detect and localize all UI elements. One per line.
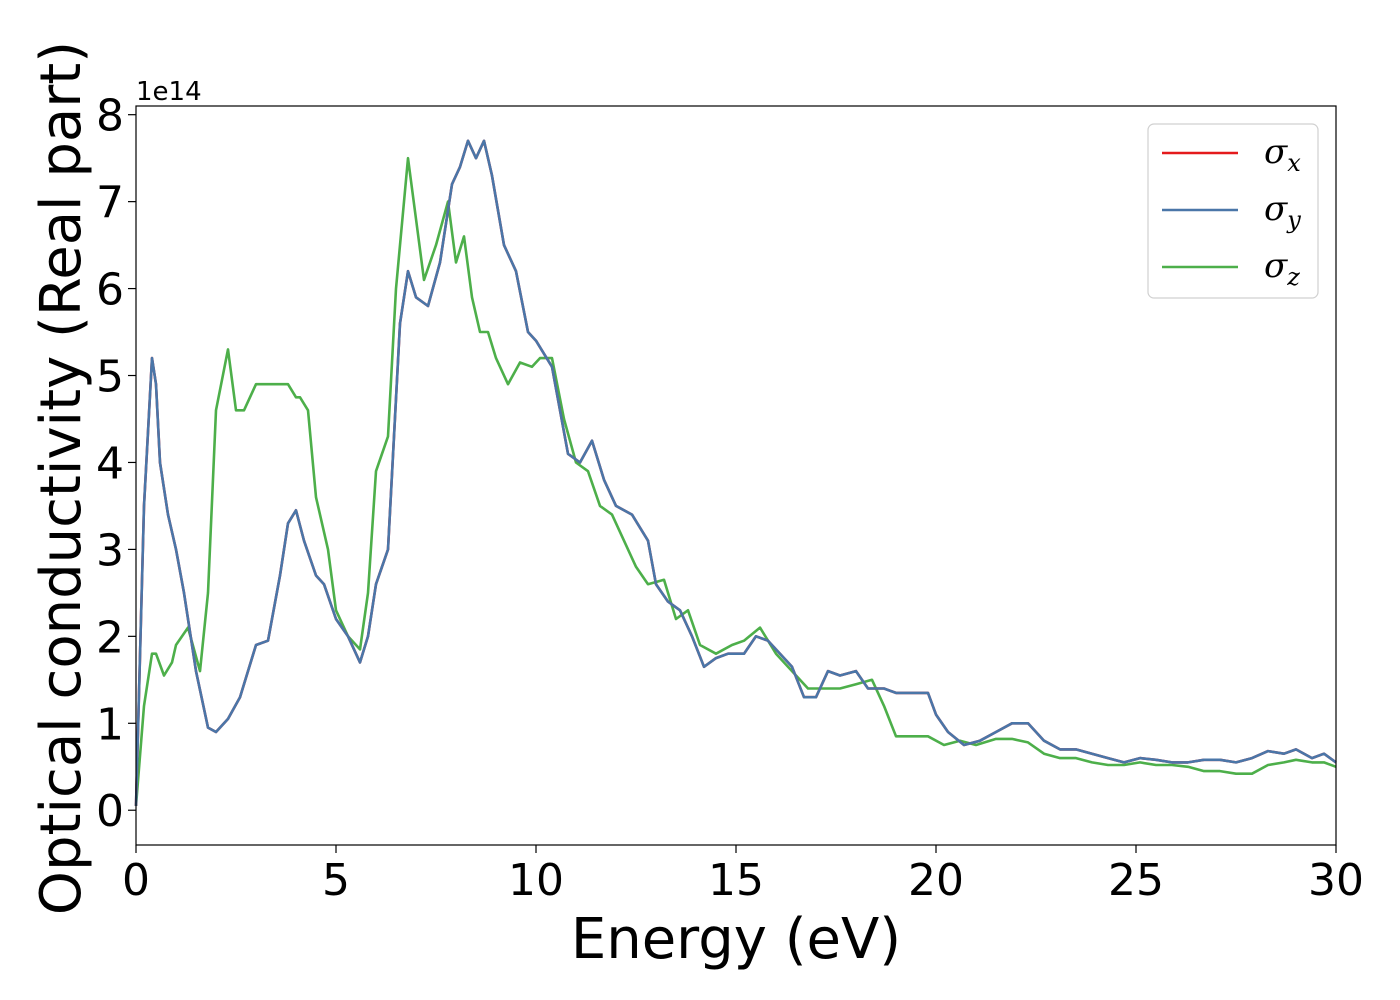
x-tick-label: 0 — [122, 855, 150, 906]
series-line-z — [134, 156, 1337, 807]
x-tick-label: 10 — [508, 855, 564, 906]
y-tick-label: 0 — [96, 786, 124, 837]
y-tick-label: 1 — [96, 699, 124, 750]
y-axis: 0 1 2 3 4 5 6 7 8 — [96, 91, 136, 837]
y-tick-label: 4 — [96, 438, 124, 489]
series-line-y — [134, 139, 1337, 806]
y-tick-label: 8 — [96, 91, 124, 142]
series-layer — [134, 139, 1337, 807]
x-tick-label: 15 — [708, 855, 764, 906]
y-tick-label: 3 — [96, 525, 124, 576]
legend-label: σz — [1264, 246, 1300, 291]
x-tick-label: 30 — [1308, 855, 1364, 906]
y-axis-label: Optical conductivity (Real part) — [29, 41, 94, 915]
y-tick-label: 2 — [96, 612, 124, 663]
x-tick-label: 25 — [1108, 855, 1164, 906]
y-tick-label: 6 — [96, 265, 124, 316]
x-axis: 0 5 10 15 20 25 30 — [122, 845, 1364, 906]
y-offset-label: 1e14 — [136, 77, 202, 107]
legend-label: σx — [1264, 132, 1301, 177]
legend-label: σy — [1264, 189, 1301, 234]
x-tick-label: 20 — [908, 855, 964, 906]
y-tick-label: 5 — [96, 352, 124, 403]
legend: σx σy σz — [1147, 123, 1319, 299]
x-axis-label: Energy (eV) — [571, 907, 901, 972]
y-tick-label: 7 — [96, 178, 124, 229]
x-tick-label: 5 — [322, 855, 350, 906]
